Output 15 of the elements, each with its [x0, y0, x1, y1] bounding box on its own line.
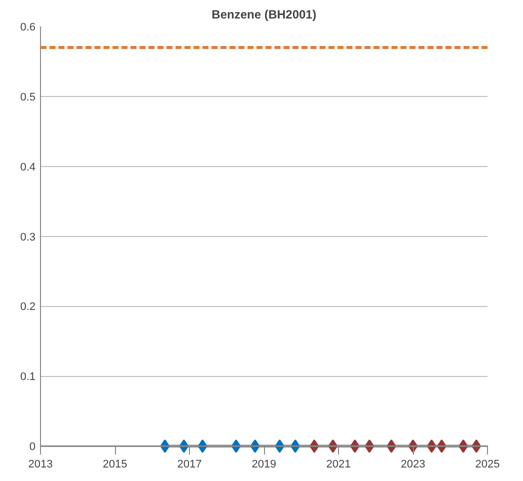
y-tick-label: 0.6 [20, 22, 36, 34]
x-tick-label: 2013 [28, 458, 53, 470]
y-tick-label: 0.1 [20, 371, 36, 384]
y-tick-label: 0.3 [20, 231, 36, 244]
x-tick-label: 2023 [400, 458, 426, 470]
x-tick-label: 2021 [326, 458, 351, 470]
y-tick-label: 0.2 [20, 301, 36, 314]
y-tick-label: 0 [29, 441, 36, 454]
x-tick-label: 2019 [252, 458, 276, 470]
x-tick-label: 2015 [102, 458, 128, 470]
y-tick-label: 0.5 [20, 91, 36, 104]
chart-title: Benzene (BH2001) [212, 8, 316, 22]
x-tick-label: 2025 [475, 458, 500, 470]
x-tick-label: 2017 [177, 458, 202, 470]
y-tick-label: 0.4 [20, 161, 36, 174]
